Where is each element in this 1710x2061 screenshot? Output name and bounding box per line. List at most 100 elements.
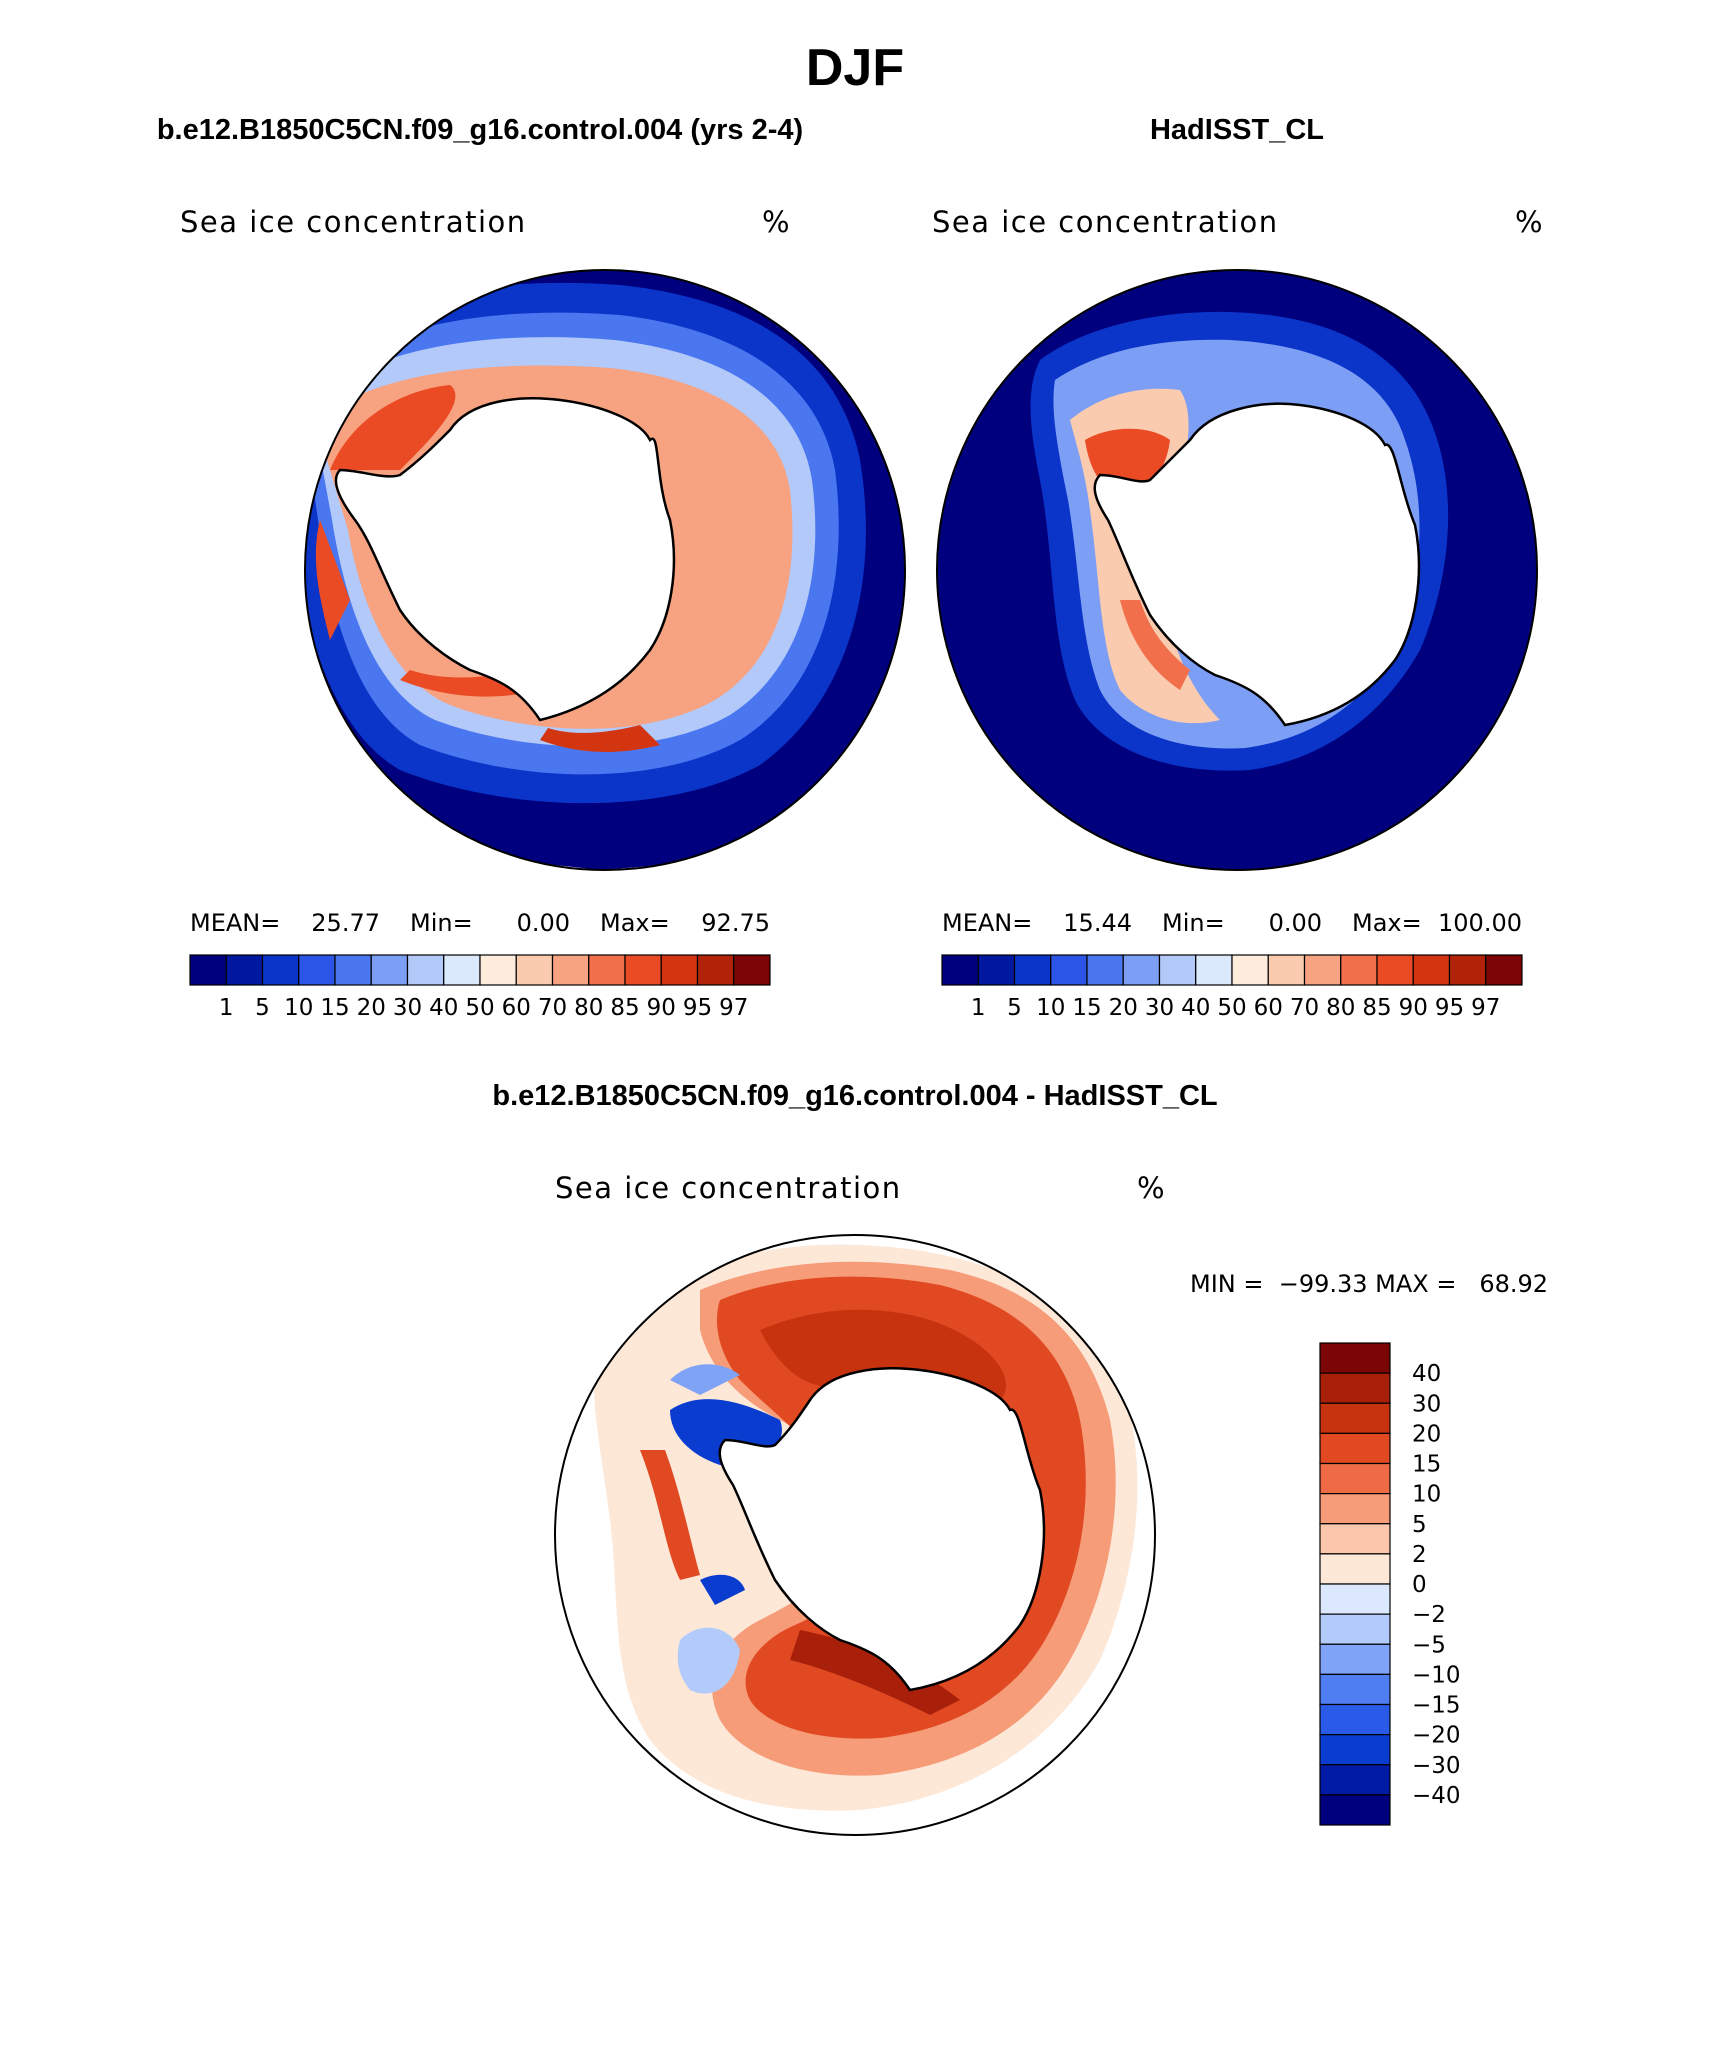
panel-diff-units: % xyxy=(1137,1171,1165,1205)
panel-diff-colorbar-cell xyxy=(1319,1673,1391,1706)
panel-obs-colorbar-tick-label: 30 xyxy=(1145,995,1174,1021)
panel-obs: HadISST_CL Sea ice concentration % MEAN=… xyxy=(932,114,1543,1021)
panel-diff-colorbar-cell xyxy=(1319,1493,1391,1525)
panel-diff: b.e12.B1850C5CN.f09_g16.control.004 - Ha… xyxy=(492,1080,1548,1836)
panel-diff-colorbar-cell xyxy=(1319,1342,1391,1374)
panel-model-colorbar-tick-label: 60 xyxy=(502,995,531,1021)
panel-model-colorbar-cell xyxy=(406,954,445,986)
panel-model-colorbar-cell xyxy=(515,954,554,986)
panel-diff-colorbar-cell xyxy=(1319,1703,1391,1736)
panel-diff-colorbar-tick-label: 20 xyxy=(1412,1421,1441,1447)
panel-diff-map-border xyxy=(554,1234,1156,1836)
panel-obs-stats: MEAN= 15.44 Min= 0.00 Max= 100.00 xyxy=(942,909,1522,937)
panel-model-stats: MEAN= 25.77 Min= 0.00 Max= 92.75 xyxy=(190,909,770,937)
panel-obs-colorbar-cell xyxy=(1013,954,1052,986)
panel-model-max-value: 92.75 xyxy=(701,909,770,937)
panel-obs-colorbar-cell xyxy=(1303,954,1342,986)
panel-obs-colorbar-tick-label: 85 xyxy=(1362,995,1391,1021)
panel-diff-colorbar-tick-label: 0 xyxy=(1412,1572,1427,1598)
panel-model-colorbar-cell xyxy=(733,954,771,986)
panel-model-map-border xyxy=(304,269,906,871)
panel-obs-colorbar-tick-label: 97 xyxy=(1471,995,1500,1021)
panel-obs-colorbar-tick-label: 40 xyxy=(1181,995,1210,1021)
panel-obs-colorbar-tick-label: 1 xyxy=(971,995,986,1021)
panel-obs-colorbar-cell xyxy=(1340,954,1378,986)
panel-model-colorbar-cell xyxy=(660,954,699,986)
panel-diff-colorbar-tick-label: 5 xyxy=(1412,1512,1427,1538)
panel-model-colorbar-tick-label: 15 xyxy=(320,995,349,1021)
panel-model-colorbar-tick-label: 97 xyxy=(719,995,748,1021)
panel-diff-colorbar-cell xyxy=(1319,1372,1391,1404)
panel-diff-variable: Sea ice concentration xyxy=(555,1171,902,1205)
panel-model-colorbar-tick-label: 5 xyxy=(255,995,270,1021)
panel-diff-colorbar-tick-label: −2 xyxy=(1412,1602,1446,1628)
panel-obs-colorbar-cell xyxy=(1376,954,1414,986)
panel-model-colorbar-cell xyxy=(443,954,481,986)
panel-model-colorbar-tick-label: 95 xyxy=(683,995,712,1021)
panel-diff-colorbar-cell xyxy=(1319,1794,1391,1826)
panel-diff-colorbar-tick-label: −20 xyxy=(1412,1723,1461,1749)
panel-model-colorbar-cell xyxy=(225,954,264,986)
panel-model-colorbar-tick-label: 40 xyxy=(429,995,458,1021)
panel-model-variable: Sea ice concentration xyxy=(180,205,527,239)
panel-obs-min-label: Min= xyxy=(1162,909,1225,937)
panel-diff-colorbar-tick-label: 30 xyxy=(1412,1391,1441,1417)
panel-model-colorbar xyxy=(189,954,771,986)
panel-diff-colorbar-cell xyxy=(1319,1583,1391,1615)
panel-diff-colorbar-tick-label: −30 xyxy=(1412,1753,1461,1779)
panel-obs-colorbar-cell xyxy=(1231,954,1269,986)
panel-model-colorbar-tick-label: 50 xyxy=(465,995,494,1021)
panel-obs-colorbar xyxy=(941,954,1523,986)
panel-model-colorbar-cell xyxy=(298,954,336,986)
panel-diff-colorbar-cell xyxy=(1319,1402,1391,1434)
panel-obs-units: % xyxy=(1515,205,1543,239)
panel-model-min-value: 0.00 xyxy=(517,909,570,937)
panel-diff-colorbar-tick-label: −15 xyxy=(1412,1693,1461,1719)
panel-obs-map xyxy=(937,270,1537,870)
panel-diff-colorbar xyxy=(1319,1342,1391,1826)
panel-model-colorbar-tick-label: 90 xyxy=(647,995,676,1021)
panel-obs-colorbar-cell xyxy=(1412,954,1451,986)
panel-diff-colorbar-cell xyxy=(1319,1523,1391,1555)
panel-diff-minmax: MIN = −99.33 MAX = 68.92 xyxy=(1190,1270,1548,1298)
panel-model-colorbar-cell xyxy=(479,954,517,986)
panel-obs-colorbar-tick-label: 5 xyxy=(1007,995,1022,1021)
panel-model-colorbar-cell xyxy=(588,954,626,986)
panel-model-colorbar-tick-label: 10 xyxy=(284,995,313,1021)
panel-model-colorbar-tick-label: 85 xyxy=(610,995,639,1021)
panel-diff-colorbar-cell xyxy=(1319,1643,1391,1675)
panel-model-colorbar-cell xyxy=(551,954,590,986)
panel-model-colorbar-cell xyxy=(261,954,300,986)
panel-obs-colorbar-cell xyxy=(1267,954,1306,986)
panel-obs-antarctica xyxy=(1093,402,1421,727)
panel-model-colorbar-tick-label: 80 xyxy=(574,995,603,1021)
panel-obs-colorbar-cell xyxy=(977,954,1016,986)
panel-obs-mean-value: 15.44 xyxy=(1063,909,1132,937)
panel-diff-antarctica xyxy=(718,1367,1046,1692)
panel-model-colorbar-tick-label: 20 xyxy=(357,995,386,1021)
panel-diff-colorbar-tick-label: 15 xyxy=(1412,1452,1441,1478)
panel-model-colorbar-tick-label: 70 xyxy=(538,995,567,1021)
panel-obs-mean-label: MEAN= xyxy=(942,909,1032,937)
panel-diff-title: b.e12.B1850C5CN.f09_g16.control.004 - Ha… xyxy=(492,1080,1217,1112)
panel-diff-colorbar-tick-label: 10 xyxy=(1412,1482,1441,1508)
panel-obs-max-label: Max= xyxy=(1352,909,1422,937)
panel-obs-colorbar-tick-label: 70 xyxy=(1290,995,1319,1021)
panel-model-mean-label: MEAN= xyxy=(190,909,280,937)
panel-obs-colorbar-tick-label: 95 xyxy=(1435,995,1464,1021)
panel-obs-colorbar-cell xyxy=(1050,954,1088,986)
panel-obs-colorbar-cell xyxy=(941,954,979,986)
panel-model: b.e12.B1850C5CN.f09_g16.control.004 (yrs… xyxy=(157,114,906,1021)
panel-obs-colorbar-cell xyxy=(1158,954,1197,986)
panel-obs-colorbar-cell xyxy=(1086,954,1124,986)
panel-diff-colorbar-cell xyxy=(1319,1432,1391,1465)
panel-obs-colorbar-tick-label: 10 xyxy=(1036,995,1065,1021)
panel-diff-colorbar-cell xyxy=(1319,1734,1391,1766)
panel-obs-colorbar-cell xyxy=(1122,954,1161,986)
panel-diff-colorbar-cell xyxy=(1319,1764,1391,1796)
panel-model-max-label: Max= xyxy=(600,909,670,937)
panel-model-colorbar-cell xyxy=(624,954,662,986)
panel-obs-map-border xyxy=(936,269,1538,871)
panel-obs-colorbar-tick-label: 15 xyxy=(1072,995,1101,1021)
panel-diff-colorbar-tick-label: −10 xyxy=(1412,1662,1461,1688)
